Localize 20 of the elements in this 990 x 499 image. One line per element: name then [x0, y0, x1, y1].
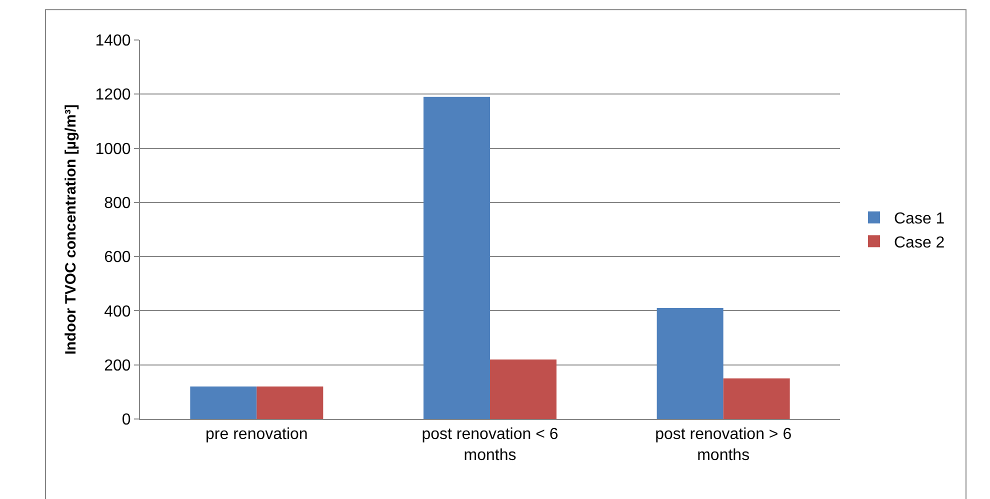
bar [490, 359, 556, 419]
x-tick-label: pre renovation [206, 426, 308, 444]
bar [656, 308, 724, 419]
y-tick-label: 400 [104, 303, 131, 320]
bar [256, 386, 324, 419]
y-tick-label: 1400 [95, 32, 131, 50]
y-tick-label: 1200 [95, 86, 131, 104]
y-axis-title: Indoor TVOC concentration [µg/m³] [62, 104, 80, 355]
y-tick-label: 0 [122, 412, 131, 429]
bar [723, 378, 790, 419]
y-tick-label: 1000 [95, 140, 131, 158]
legend-label: Case 1 [894, 210, 945, 228]
x-tick-label: post renovation > 6 months [655, 426, 792, 464]
bar [424, 96, 490, 419]
legend-label: Case 2 [894, 234, 945, 252]
y-tick-label: 200 [104, 357, 131, 374]
x-tick-label: post renovation < 6 months [422, 426, 558, 464]
y-tick-label: 600 [104, 249, 131, 266]
y-tick-label: 800 [104, 195, 131, 212]
bar [190, 386, 257, 419]
